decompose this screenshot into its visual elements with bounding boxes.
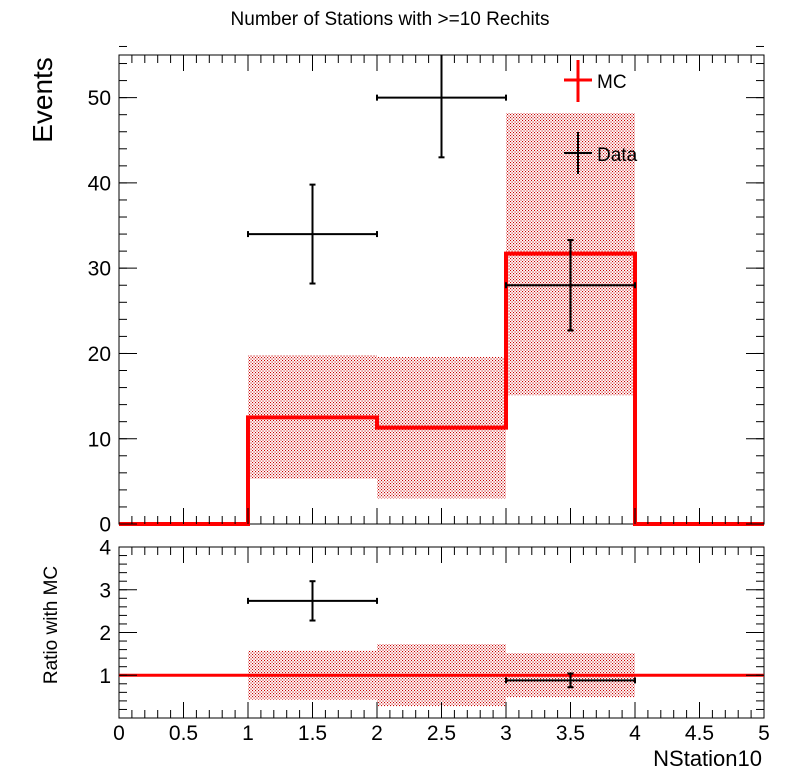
x-tick-label: 1.5 — [298, 722, 327, 745]
ratio-data-point — [247, 580, 378, 622]
y-tick-label: 1 — [99, 665, 111, 688]
ratio-plot-panel: 0 0.5 1 1.5 2 2.5 3 3.5 4 4.5 5 1 2 3 4 — [99, 537, 770, 745]
legend: MC Data — [564, 60, 638, 174]
y-tick-label: 3 — [99, 579, 111, 602]
y-tick-label: 0 — [99, 514, 111, 537]
y-tick-label: 2 — [99, 622, 111, 645]
legend-data-label: Data — [597, 145, 638, 166]
x-tick-label: 4.5 — [685, 722, 714, 745]
x-tick-label: 2.5 — [427, 722, 456, 745]
x-tick-label: 3.5 — [556, 722, 585, 745]
x-tick-label: 4 — [629, 722, 641, 745]
y-tick-label: 10 — [88, 428, 111, 451]
data-point — [505, 239, 636, 332]
x-axis-label: NStation10 — [653, 746, 762, 771]
data-point — [376, 55, 507, 159]
x-tick-label: 1 — [242, 722, 254, 745]
main-plot-panel: 0 10 20 30 40 50 MC Data — [88, 45, 765, 537]
x-tick-label: 3 — [500, 722, 512, 745]
x-tick-label: 0.5 — [169, 722, 198, 745]
y-tick-label: 20 — [88, 343, 111, 366]
x-tick-label: 2 — [371, 722, 383, 745]
y-tick-label: 30 — [88, 258, 111, 281]
y-tick-label: 4 — [99, 537, 111, 560]
legend-mc-label: MC — [597, 72, 627, 93]
y-tick-label: 50 — [88, 87, 111, 110]
x-tick-label: 5 — [758, 722, 770, 745]
x-tick-label: 0 — [113, 722, 125, 745]
main-y-axis-label: Events — [27, 57, 58, 143]
chart-title: Number of Stations with >=10 Rechits — [231, 9, 550, 30]
ratio-y-axis-label: Ratio with MC — [41, 566, 62, 684]
y-tick-label: 40 — [88, 172, 111, 195]
ratio-data-point — [505, 672, 636, 689]
data-point — [247, 183, 378, 285]
mc-histogram-line — [119, 251, 764, 526]
